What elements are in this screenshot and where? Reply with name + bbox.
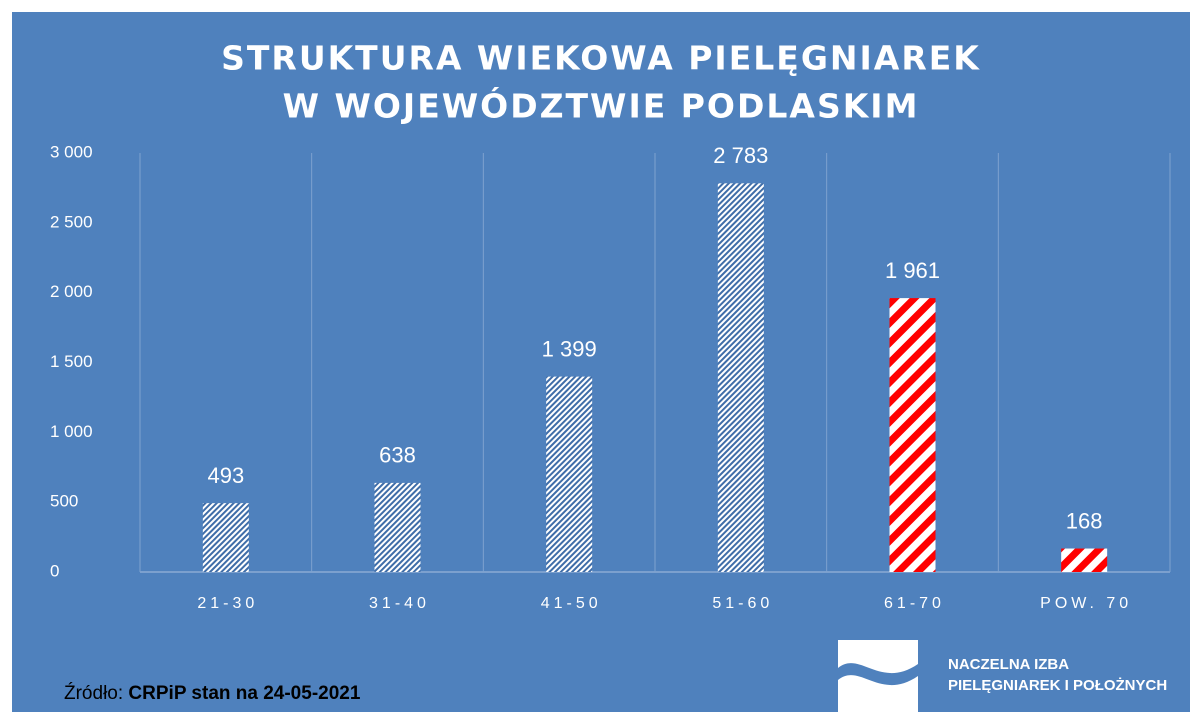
- x-tick-label: POW. 70: [1040, 595, 1132, 612]
- data-label: 168: [1066, 508, 1103, 533]
- bar: [202, 503, 249, 572]
- logo-text: NACZELNA IZBA: [948, 656, 1069, 673]
- chart-title: W WOJEWÓDZTWIE PODLASKIM: [283, 86, 920, 126]
- data-label: 638: [379, 443, 416, 468]
- y-tick-label: 3 000: [50, 142, 93, 161]
- bar: [374, 482, 421, 572]
- y-tick-label: 1 000: [50, 422, 93, 441]
- logo-icon: [838, 640, 918, 712]
- chart-title: STRUKTURA WIEKOWA PIELĘGNIAREK: [221, 39, 981, 78]
- source: Źródło: CRPiP stan na 24-05-2021: [64, 683, 361, 704]
- x-tick-label: 61-70: [884, 595, 945, 612]
- data-label: 1 961: [885, 258, 940, 283]
- bar: [889, 298, 936, 572]
- data-label: 493: [207, 463, 244, 488]
- y-tick-label: 0: [50, 561, 59, 580]
- x-tick-label: 41-50: [541, 595, 602, 612]
- logo-text: PIELĘGNIAREK I POŁOŻNYCH: [948, 677, 1167, 694]
- data-label: 1 399: [542, 336, 597, 361]
- source-label: Źródło:: [64, 683, 123, 704]
- source-value: CRPiP stan na 24-05-2021: [128, 683, 360, 704]
- x-tick-label: 51-60: [712, 595, 773, 612]
- background: [12, 12, 1190, 712]
- bar: [717, 183, 764, 572]
- bar: [546, 376, 593, 572]
- data-label: 2 783: [713, 143, 768, 168]
- y-tick-label: 1 500: [50, 352, 93, 371]
- bar: [1061, 548, 1108, 572]
- y-tick-label: 2 000: [50, 282, 93, 301]
- x-tick-label: 31-40: [369, 595, 430, 612]
- x-tick-label: 21-30: [197, 595, 258, 612]
- logo-wave: [838, 663, 918, 686]
- y-tick-label: 500: [50, 492, 78, 511]
- y-tick-label: 2 500: [50, 212, 93, 231]
